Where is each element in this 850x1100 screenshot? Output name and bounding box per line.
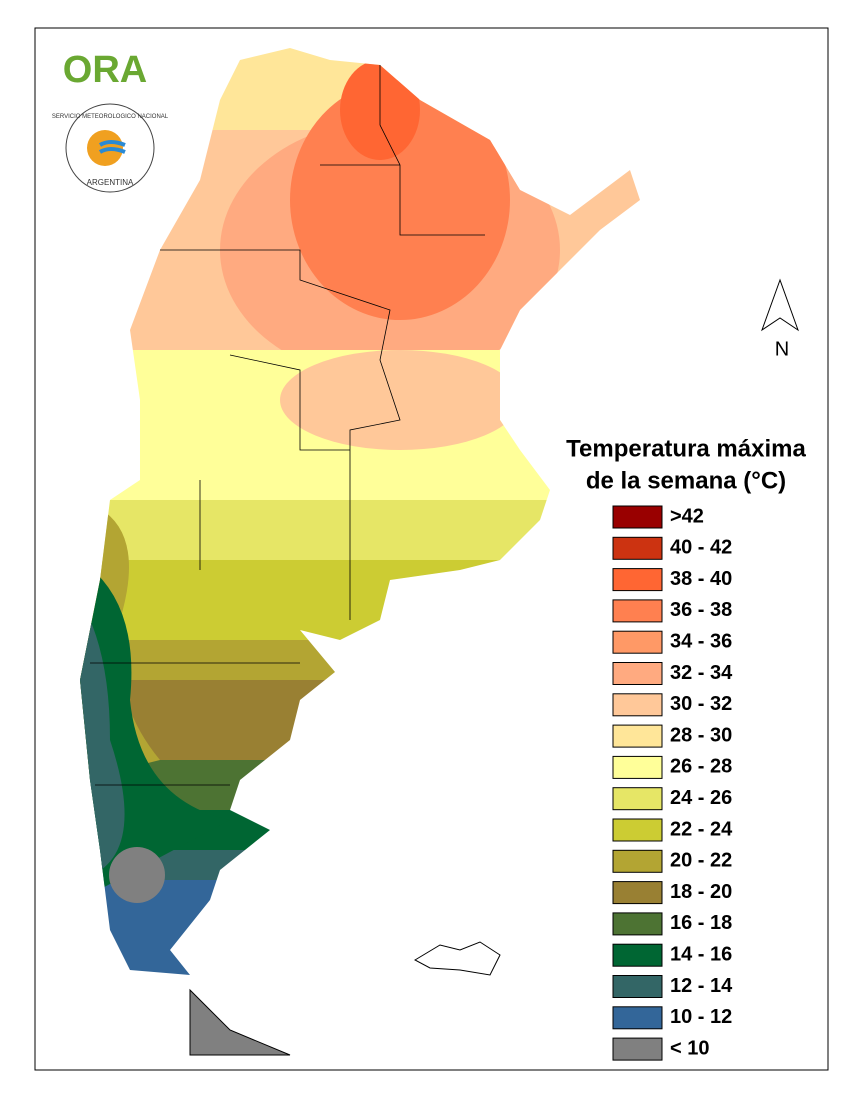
legend-label: 14 - 16 [670,943,732,965]
legend-swatch [612,1006,663,1030]
legend-swatch [612,599,663,623]
legend-swatch [612,724,663,748]
legend-label: 10 - 12 [670,1006,732,1028]
logo-country: ARGENTINA [87,178,134,187]
legend-title: Temperatura máxima [566,435,806,462]
legend-swatch [612,1037,663,1061]
tierra-del-fuego [189,988,291,1056]
legend-title: de la semana (°C) [586,467,786,494]
legend-swatch [612,975,663,998]
legend-swatch [612,505,663,529]
legend: >42 40 - 42 38 - 40 36 - 38 34 - 36 32 - 34 30… [612,505,733,1061]
legend-swatch [612,662,663,685]
legend-swatch [612,755,663,779]
legend-swatch [612,849,663,873]
legend-label: 18 - 20 [670,881,732,903]
legend-label: 34 - 36 [670,630,732,652]
legend-swatch [612,943,663,967]
logo-agency: SERVICIO METEOROLOGICO NACIONAL [52,114,169,120]
legend-label: 28 - 30 [670,724,732,746]
legend-label: 24 - 26 [670,787,732,809]
malvinas [413,941,501,976]
legend-label: 12 - 14 [670,975,733,997]
legend-swatch [612,630,663,654]
legend-swatch [612,818,663,842]
legend-label: 30 - 32 [670,693,732,715]
legend-swatch [612,787,663,811]
legend-swatch [612,568,663,592]
legend-swatch [612,912,663,936]
legend-label: >42 [670,505,704,527]
legend-swatch [612,881,663,905]
legend-label: 38 - 40 [670,568,732,590]
legend-swatch [612,536,663,560]
legend-label: 26 - 28 [670,756,732,778]
legend-label: 32 - 34 [670,662,733,684]
legend-swatch [612,693,663,717]
legend-label: 40 - 42 [670,537,732,559]
legend-label: 36 - 38 [670,599,732,621]
legend-label: < 10 [670,1037,709,1059]
province-borders [90,65,485,786]
north-arrow [761,278,799,332]
north-label: N [775,338,789,360]
legend-label: 22 - 24 [670,818,733,840]
logo-smn-waves [98,140,126,154]
logo-ora: ORA [63,49,147,91]
legend-label: 20 - 22 [670,850,732,872]
legend-label: 16 - 18 [670,912,732,934]
